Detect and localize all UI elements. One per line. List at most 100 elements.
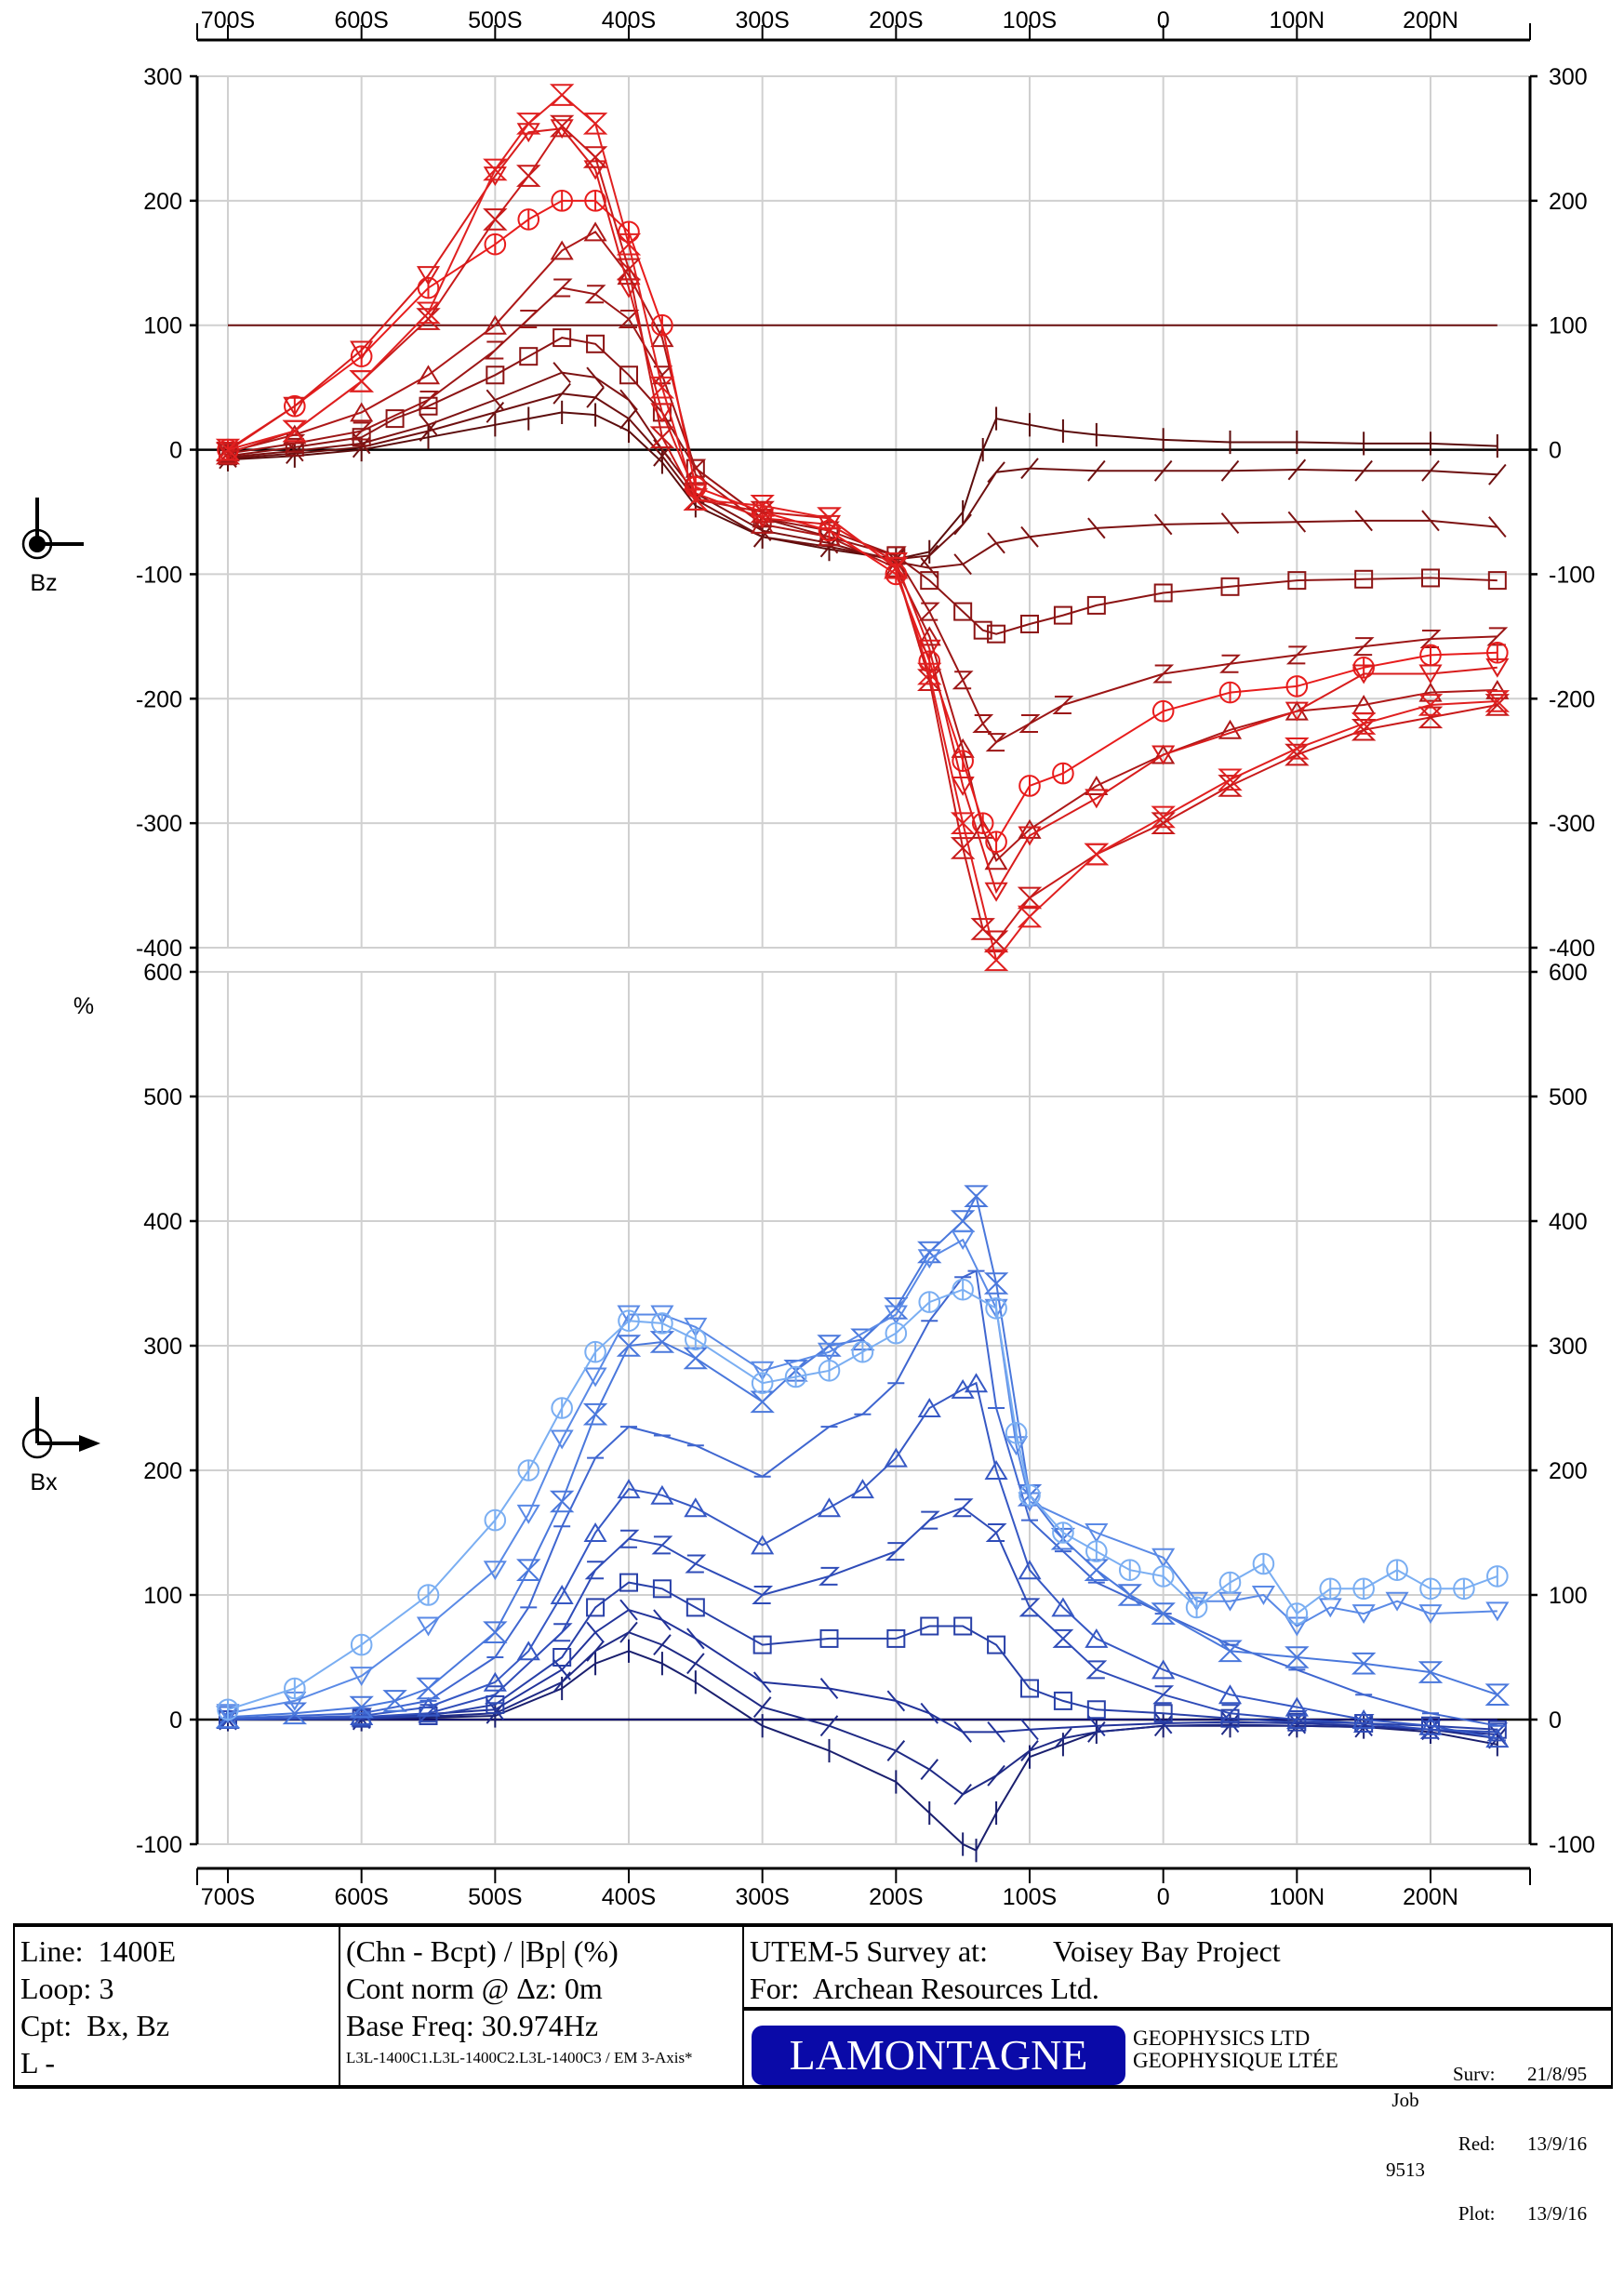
x-tick-label: 100S <box>1003 7 1057 33</box>
data-marker-triangle <box>884 1447 908 1468</box>
x-tick-label: 0 <box>1157 7 1170 33</box>
data-marker-tridown <box>483 1561 507 1581</box>
loop-label: Loop: 3 <box>20 1972 114 2005</box>
data-marker-zigzag <box>651 1535 673 1555</box>
bz-component-icon: Bz <box>21 498 84 596</box>
data-marker-slash <box>953 1783 972 1805</box>
series-line <box>227 1507 1498 1734</box>
x-tick-label: 100S <box>1003 1884 1057 1910</box>
data-marker-zigzag <box>584 285 606 304</box>
data-marker-square <box>619 1573 638 1592</box>
y-tick-label-right: -300 <box>1549 811 1595 837</box>
data-marker-hourglass <box>516 165 541 187</box>
data-marker-hourglass <box>215 442 241 465</box>
data-marker-square <box>1421 568 1440 588</box>
data-marker-tridown <box>1351 1604 1376 1625</box>
y-tick-label-right: 0 <box>1549 1707 1562 1734</box>
data-marker-backslash <box>1153 513 1173 536</box>
data-marker-slash <box>352 436 371 458</box>
data-marker-triangle <box>650 1484 674 1505</box>
data-marker-square <box>973 620 992 640</box>
data-marker-backslash <box>819 1678 839 1699</box>
job-number: 9513 <box>1386 2159 1425 2181</box>
data-marker-triangle <box>1485 679 1510 699</box>
x-tick-label: 700S <box>201 7 255 33</box>
data-marker-square <box>352 1708 371 1728</box>
bz-series-9 <box>215 114 1511 953</box>
survey-info: UTEM-5 Survey at: Voisey Bay Project For:… <box>744 1927 1611 2225</box>
data-marker-hourglass <box>884 556 909 579</box>
x-tick-label: 500S <box>468 1884 522 1910</box>
y-tick-label-right: 300 <box>1549 64 1588 90</box>
data-marker-zigzag <box>1052 695 1074 714</box>
y-tick-label-left: 300 <box>143 64 182 90</box>
utem-profile-plot: 300 300 200 200 100 100 0 0 -100 -100 -200 -200 -300… <box>21 7 1595 1910</box>
data-marker-hourglass <box>582 1402 608 1426</box>
bz-series-8 <box>216 119 1510 902</box>
data-marker-square <box>652 1579 672 1599</box>
data-marker-backslash <box>1421 510 1440 532</box>
x-tick-label: 300S <box>735 1884 789 1910</box>
data-marker-slash <box>886 1740 906 1761</box>
plot-date: 13/9/16 <box>1527 2202 1588 2225</box>
data-marker-backslash <box>920 557 939 579</box>
data-marker-triangle <box>1018 818 1042 839</box>
data-marker-zigzag <box>918 602 940 621</box>
data-marker-tridown <box>951 776 975 796</box>
data-marker-triangle <box>1018 1560 1042 1580</box>
data-marker-tridown <box>583 160 607 180</box>
data-marker-tridown <box>1151 745 1176 765</box>
data-marker-zigzag <box>418 1704 439 1723</box>
data-marker-triangle <box>751 513 775 534</box>
bz-series-7 <box>217 190 1509 854</box>
data-marker-zigzag <box>618 310 640 329</box>
data-marker-triangle <box>350 402 374 422</box>
data-marker-zigzag <box>918 1510 940 1530</box>
y-tick-label-right: -400 <box>1549 936 1595 962</box>
data-marker-slash <box>752 1696 772 1719</box>
data-marker-tridown <box>951 1230 975 1251</box>
data-marker-triangle <box>984 1460 1008 1480</box>
surv-label: Surv: <box>1453 2063 1496 2085</box>
data-marker-hourglass <box>817 507 842 529</box>
data-marker-hourglass <box>1084 1559 1110 1581</box>
data-marker-triangle <box>1418 682 1443 702</box>
data-marker-triangle <box>964 1373 989 1393</box>
y-tick-label-left: 0 <box>169 438 182 464</box>
series-line <box>227 337 1498 635</box>
data-marker-slash <box>1153 459 1173 482</box>
data-marker-zigzag <box>584 1561 606 1580</box>
data-marker-slash <box>1020 458 1039 480</box>
bx-series-8 <box>215 1185 1511 1729</box>
data-marker-slash <box>1087 459 1106 482</box>
data-marker-hourglass <box>1351 1652 1377 1675</box>
data-marker-zigzag <box>651 365 673 385</box>
data-marker-zigzag <box>484 1685 506 1705</box>
data-marker-tridown <box>416 266 441 286</box>
data-marker-backslash <box>953 1721 972 1743</box>
data-marker-square <box>1020 1679 1039 1698</box>
data-marker-hourglass <box>1285 737 1310 760</box>
data-marker-triangle <box>516 1641 540 1661</box>
data-marker-square <box>987 624 1006 644</box>
data-marker-hourglass <box>1484 690 1511 712</box>
data-marker-square <box>1153 583 1173 603</box>
data-marker-hourglass <box>549 84 575 106</box>
data-marker-zigzag <box>1018 714 1041 734</box>
data-marker-triangle <box>483 1671 507 1692</box>
data-marker-hourglass <box>1484 694 1511 716</box>
data-marker-slash <box>953 513 972 536</box>
data-marker-hourglass <box>964 1185 989 1207</box>
bz-series-4 <box>219 328 1507 644</box>
data-marker-hourglass <box>1151 805 1176 829</box>
data-marker-backslash <box>1488 516 1507 538</box>
y-tick-label-right: -100 <box>1549 562 1595 588</box>
data-marker-slash <box>1220 459 1240 482</box>
data-marker-hourglass <box>1218 1640 1243 1663</box>
data-marker-triangle <box>984 850 1008 870</box>
y-tick-label-right: 500 <box>1549 1084 1588 1110</box>
x-tick-label: 100N <box>1269 7 1324 33</box>
data-marker-triangle <box>1351 1709 1376 1729</box>
data-marker-backslash <box>886 1690 906 1712</box>
data-marker-hourglass <box>1151 1602 1176 1625</box>
